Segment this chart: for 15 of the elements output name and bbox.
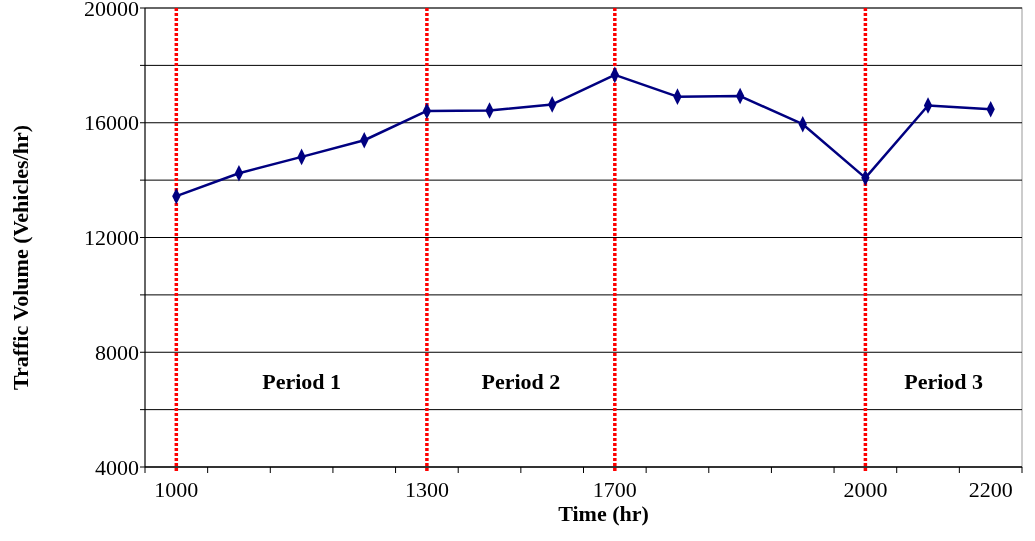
y-axis-title: Traffic Volume (Vehicles/hr) [8, 124, 33, 391]
y-tick-label: 20000 [84, 0, 139, 21]
x-tick-label: 2000 [843, 477, 888, 502]
y-tick-label: 4000 [95, 454, 139, 480]
y-tick-label: 16000 [84, 110, 139, 136]
x-tick-label: 1000 [154, 477, 199, 502]
y-tick-label: 12000 [84, 225, 139, 251]
y-tick-label: 8000 [95, 339, 139, 365]
x-tick-label: 1700 [592, 477, 637, 502]
x-tick-label: 1300 [404, 477, 449, 502]
x-tick-label: 2200 [968, 477, 1013, 502]
annotation: Period 2 [481, 368, 561, 394]
annotation: Period 3 [904, 368, 984, 394]
annotation: Period 1 [262, 368, 342, 394]
x-axis-title: Time (hr) [558, 501, 649, 526]
